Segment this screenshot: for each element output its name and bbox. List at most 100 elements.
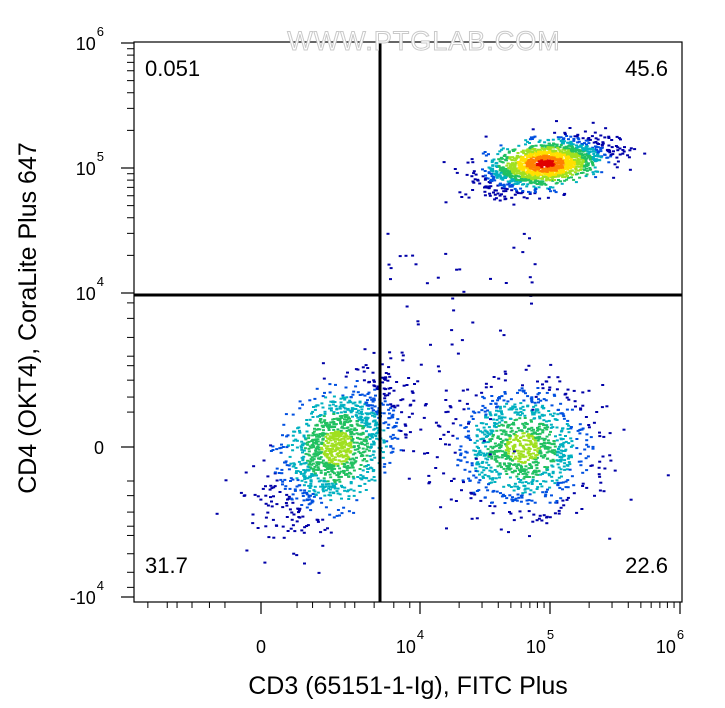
- event-dot: [334, 483, 338, 485]
- event-dot: [571, 146, 574, 149]
- event-dot: [536, 426, 539, 429]
- event-dot: [363, 348, 367, 351]
- event-dot: [462, 290, 466, 293]
- event-dot: [503, 370, 507, 373]
- event-dot: [349, 401, 353, 404]
- event-dot: [416, 323, 420, 326]
- event-dot: [518, 510, 522, 513]
- event-dot: [494, 172, 498, 175]
- event-dot: [322, 420, 326, 423]
- event-dot: [382, 392, 386, 395]
- event-dot: [309, 509, 313, 512]
- event-dot: [353, 429, 357, 432]
- event-dot: [549, 176, 553, 178]
- event-dot: [340, 433, 344, 436]
- event-dot: [342, 469, 345, 472]
- event-dot: [494, 162, 498, 165]
- event-dot: [356, 368, 360, 371]
- event-dot: [320, 443, 324, 445]
- event-dot: [527, 439, 531, 442]
- event-dot: [394, 425, 398, 428]
- event-dot: [264, 502, 268, 505]
- event-dot: [570, 173, 574, 176]
- event-dot: [509, 512, 513, 515]
- event-dot: [594, 160, 597, 163]
- event-dot: [354, 460, 358, 463]
- event-dot: [507, 166, 511, 169]
- event-dot: [465, 402, 469, 405]
- event-dot: [389, 445, 393, 448]
- event-dot: [483, 151, 487, 153]
- event-dot: [533, 181, 537, 184]
- event-dot: [552, 412, 556, 415]
- event-dot: [522, 439, 526, 442]
- event-dot: [517, 486, 521, 489]
- event-dot: [528, 191, 532, 194]
- event-dot: [488, 167, 492, 170]
- event-dot: [347, 429, 351, 432]
- event-dot: [359, 438, 363, 441]
- event-dot: [332, 457, 336, 460]
- event-dot: [339, 397, 343, 400]
- event-dot: [300, 440, 304, 443]
- event-dot: [338, 480, 342, 483]
- event-dot: [244, 471, 248, 474]
- event-dot: [383, 400, 387, 403]
- event-dot: [546, 169, 550, 172]
- event-dot: [335, 443, 339, 446]
- event-dot: [328, 485, 332, 488]
- event-dot: [521, 412, 524, 415]
- event-dot: [293, 489, 297, 492]
- event-dot: [552, 393, 556, 396]
- event-dot: [474, 394, 478, 397]
- event-dot: [520, 176, 524, 178]
- event-dot: [453, 451, 457, 454]
- event-dot: [518, 389, 522, 392]
- event-dot: [530, 396, 534, 399]
- event-dot: [510, 459, 514, 462]
- event-dot: [570, 440, 574, 443]
- event-dot: [476, 470, 480, 473]
- event-dot: [537, 411, 541, 414]
- event-dot: [510, 408, 514, 411]
- event-dot: [486, 458, 490, 461]
- event-dot: [527, 433, 530, 436]
- event-dot: [506, 452, 510, 455]
- event-dot: [436, 424, 440, 427]
- event-dot: [338, 449, 342, 452]
- event-dot: [342, 403, 346, 406]
- event-dot: [508, 156, 512, 159]
- event-dot: [551, 146, 555, 149]
- event-dot: [480, 391, 484, 394]
- event-dot: [349, 481, 353, 483]
- event-dot: [529, 180, 533, 183]
- event-dot: [544, 169, 548, 172]
- event-dot: [533, 263, 537, 266]
- event-dot: [548, 501, 552, 504]
- event-dot: [269, 450, 273, 452]
- event-dot: [342, 424, 346, 426]
- event-dot: [613, 469, 617, 472]
- event-dot: [299, 463, 303, 466]
- event-dot: [270, 500, 273, 503]
- event-dot: [533, 155, 537, 158]
- event-dot: [388, 412, 391, 415]
- event-dot: [513, 163, 517, 166]
- event-dot: [479, 422, 483, 425]
- event-dot: [468, 470, 472, 473]
- event-dot: [337, 473, 341, 476]
- event-dot: [538, 449, 542, 452]
- event-dot: [585, 443, 589, 446]
- event-dot: [275, 479, 279, 482]
- event-dot: [366, 393, 370, 395]
- event-dot: [551, 465, 555, 468]
- event-dot: [540, 144, 544, 147]
- event-dot: [567, 461, 571, 464]
- event-dot: [389, 435, 393, 438]
- event-dot: [323, 410, 327, 413]
- event-dot: [540, 147, 544, 150]
- event-dot: [386, 403, 390, 406]
- event-dot: [306, 524, 310, 527]
- event-dot: [295, 554, 299, 557]
- event-dot: [504, 457, 508, 460]
